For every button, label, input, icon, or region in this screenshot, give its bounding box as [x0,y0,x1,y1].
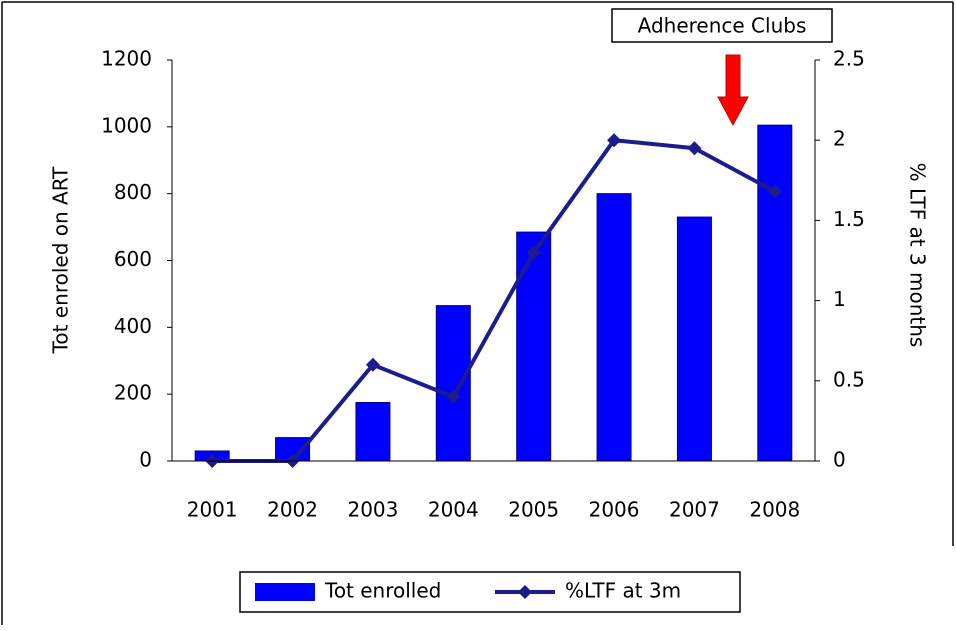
x-tick-label: 2007 [669,498,720,522]
x-tick-label: 2003 [347,498,398,522]
x-tick-label: 2008 [749,498,800,522]
x-tick-label: 2002 [267,498,318,522]
marker [446,389,461,404]
y-tick-label: 0 [139,448,152,472]
y-tick-label: 800 [114,180,152,204]
y2-tick-label: 2 [833,127,846,151]
legend-swatch [255,583,315,601]
x-tick-label: 2001 [187,498,238,522]
bar [676,216,712,462]
y2-axis-label: % LTF at 3 months [906,163,930,348]
annotation-box [611,8,833,43]
y-tick-label: 600 [114,247,152,271]
x-tick-label: 2004 [428,498,479,522]
legend-label: %LTF at 3m [565,579,681,603]
y-tick-label: 1000 [101,113,152,137]
legend-label: Tot enrolled [324,579,441,603]
x-tick-label: 2006 [589,498,640,522]
y2-tick-label: 1.5 [833,207,865,231]
marker [687,141,702,156]
marker [365,357,380,372]
y-tick-label: 1200 [101,47,152,71]
y2-tick-label: 0 [833,448,846,472]
y2-tick-label: 2.5 [833,47,865,71]
marker [767,184,782,199]
line [212,138,776,463]
y2-tick-label: 0.5 [833,367,865,391]
bar [355,402,391,462]
arrow [717,54,749,127]
y-axis-label: Tot enroled on ART [49,166,73,355]
marker [526,245,541,260]
bar [757,124,793,462]
bar [435,305,471,462]
y-tick-label: 400 [114,314,152,338]
y-tick-label: 200 [114,381,152,405]
x-tick-label: 2005 [508,498,559,522]
bar [516,231,552,462]
marker [607,133,622,148]
legend-box [239,571,741,613]
legend-marker [518,585,532,599]
bar [596,193,632,462]
y2-tick-label: 1 [833,287,846,311]
annotation: Adherence Clubs [638,14,807,38]
